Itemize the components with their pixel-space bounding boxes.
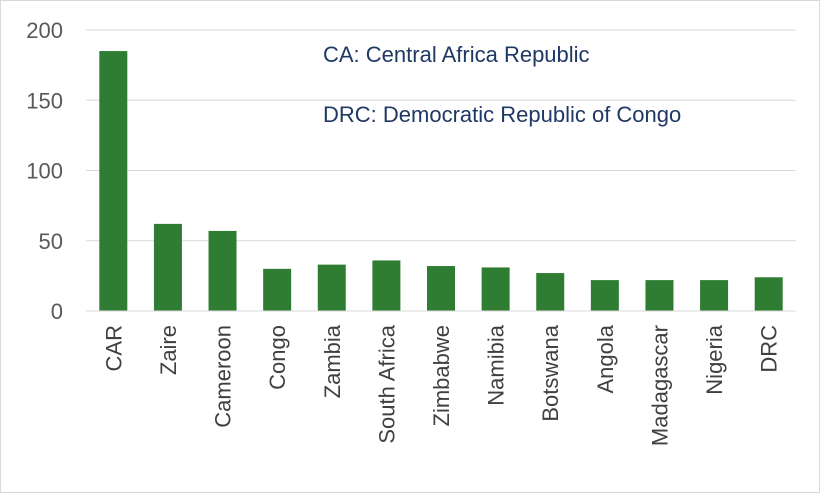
y-axis-ticks: 0 50 100 150 200 bbox=[26, 18, 63, 324]
x-category-label: Zimbabwe bbox=[429, 325, 454, 426]
annotation-car: CA: Central Africa Republic bbox=[323, 42, 590, 67]
bar-angola bbox=[590, 280, 619, 311]
y-tick-label: 150 bbox=[26, 88, 63, 113]
bar-nigeria bbox=[700, 280, 729, 311]
x-category-label: Angola bbox=[593, 324, 618, 393]
y-tick-label: 100 bbox=[26, 159, 63, 184]
bar-namibia bbox=[481, 267, 510, 311]
x-category-label: Nigeria bbox=[702, 324, 727, 394]
bar-botswana bbox=[536, 273, 565, 311]
x-category-label: Botswana bbox=[538, 324, 563, 421]
x-category-label: Cameroon bbox=[211, 325, 236, 428]
bar-zambia bbox=[317, 264, 346, 311]
bar-zimbabwe bbox=[427, 266, 455, 311]
x-category-label: Zaire bbox=[156, 325, 181, 375]
x-category-label: CAR bbox=[101, 325, 126, 371]
gridlines bbox=[86, 29, 796, 242]
bar-congo bbox=[263, 268, 292, 311]
x-category-label: DRC bbox=[757, 325, 782, 373]
x-category-label: Congo bbox=[265, 325, 290, 390]
y-tick-label: 200 bbox=[26, 18, 63, 43]
bar-drc bbox=[754, 277, 783, 311]
y-tick-label: 0 bbox=[51, 299, 63, 324]
y-tick-label: 50 bbox=[39, 229, 63, 254]
x-category-label: Madagascar bbox=[647, 325, 672, 446]
bar-car bbox=[99, 51, 128, 311]
bar-cameroon bbox=[208, 230, 237, 311]
x-category-label: South Africa bbox=[374, 324, 399, 443]
bar-madagascar bbox=[645, 280, 674, 311]
x-category-label: Namibia bbox=[484, 324, 509, 405]
bar-zaire bbox=[153, 223, 182, 311]
bar-south-africa bbox=[372, 260, 401, 311]
bars bbox=[99, 51, 783, 311]
x-axis-categories: CAR Zaire Cameroon Congo Zambia South Africa Z… bbox=[101, 324, 781, 446]
x-category-label: Zambia bbox=[320, 324, 345, 398]
annotation-drc: DRC: Democratic Republic of Congo bbox=[323, 102, 681, 127]
